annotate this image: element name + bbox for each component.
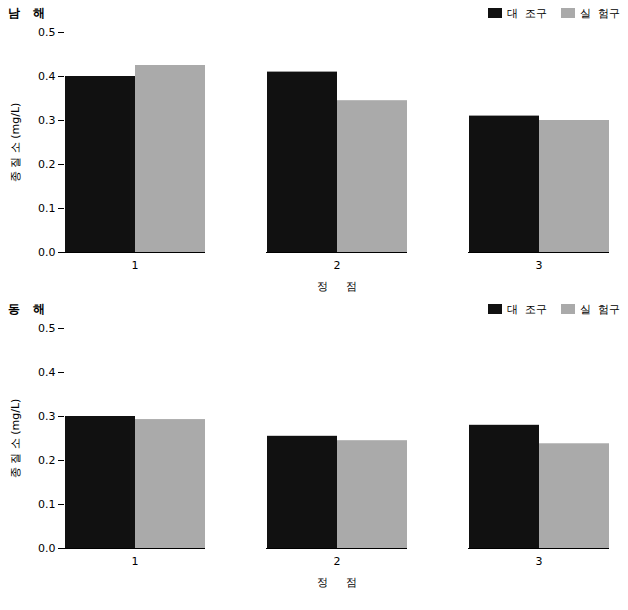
svg-text:0.4: 0.4: [38, 366, 56, 379]
svg-text:0.0: 0.0: [38, 246, 56, 259]
svg-text:정 점: 정 점: [317, 280, 356, 293]
svg-text:정 점: 정 점: [317, 576, 356, 589]
svg-text:0.3: 0.3: [38, 410, 56, 423]
svg-text:1: 1: [132, 259, 139, 272]
html-text:동 해: 동 해: [8, 301, 45, 316]
svg-text:0.0: 0.0: [38, 542, 56, 555]
svg-text:0.3: 0.3: [38, 114, 56, 127]
html-text:실 험구: 실 험구: [580, 302, 620, 316]
svg-text:2: 2: [334, 555, 341, 568]
html-text:대 조구: 대 조구: [507, 6, 547, 20]
svg-text:0.5: 0.5: [38, 322, 56, 335]
svg-text:종 질 소 (mg/L): 종 질 소 (mg/L): [9, 103, 22, 183]
svg-text:0.4: 0.4: [38, 70, 56, 83]
html-text:남 해: 남 해: [8, 5, 45, 20]
html-text:대 조구: 대 조구: [507, 302, 547, 316]
svg-text:1: 1: [132, 555, 139, 568]
html-text:실 험구: 실 험구: [580, 6, 620, 20]
svg-text:0.2: 0.2: [38, 158, 56, 171]
svg-text:0.1: 0.1: [38, 202, 56, 215]
svg-text:종 질 소 (mg/L): 종 질 소 (mg/L): [9, 399, 22, 479]
svg-text:0.1: 0.1: [38, 498, 56, 511]
svg-text:0.2: 0.2: [38, 454, 56, 467]
svg-text:0.5: 0.5: [38, 26, 56, 39]
svg-text:3: 3: [536, 555, 543, 568]
svg-text:2: 2: [334, 259, 341, 272]
svg-text:3: 3: [536, 259, 543, 272]
